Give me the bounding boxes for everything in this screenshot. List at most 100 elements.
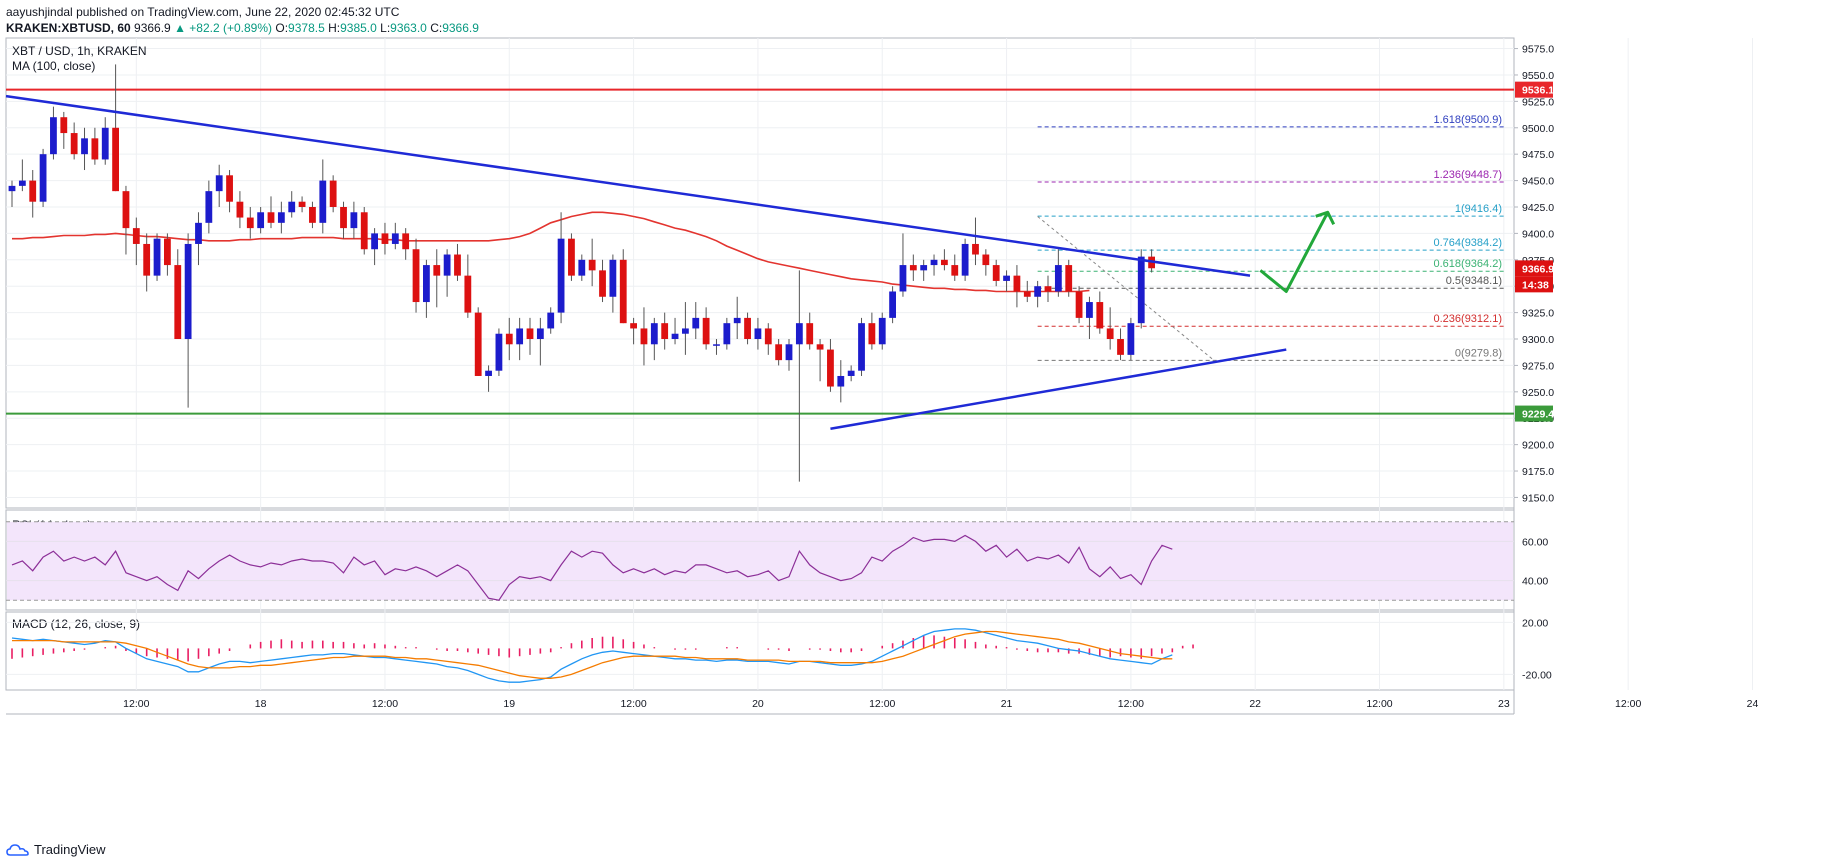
rsi-tick-label: 40.00 xyxy=(1522,576,1548,588)
candle-up xyxy=(889,291,896,318)
high-value: 9385.0 xyxy=(340,21,377,35)
candle-up xyxy=(319,180,327,223)
candle-down xyxy=(764,328,772,345)
candle-up xyxy=(423,265,430,303)
candle-up xyxy=(391,233,399,244)
price-tick-label: 9425.0 xyxy=(1522,202,1554,214)
support-badge-label: 9229.4 xyxy=(1522,409,1554,421)
candle-up xyxy=(609,259,617,297)
candle-down xyxy=(143,243,151,276)
ma-indicator-label: MA (100, close) xyxy=(12,59,95,73)
price-tick-label: 9500.0 xyxy=(1522,123,1554,135)
price-tick-label: 9475.0 xyxy=(1522,149,1554,161)
candle-up xyxy=(39,154,47,202)
resistance-badge-label: 9536.1 xyxy=(1522,85,1554,97)
candle-down xyxy=(226,175,233,202)
candle-down xyxy=(941,259,948,266)
candle-down xyxy=(246,217,254,229)
price-tick-label: 9200.0 xyxy=(1522,440,1554,452)
candle-down xyxy=(1106,328,1114,340)
candle-down xyxy=(454,254,461,276)
time-tick-label: 12:00 xyxy=(123,698,149,710)
price-tick-label: 9275.0 xyxy=(1522,360,1554,372)
candle-up xyxy=(650,323,658,345)
candle-down xyxy=(972,243,979,255)
candle-up xyxy=(184,243,192,340)
publish-info: aayushjindal published on TradingView.co… xyxy=(6,5,399,19)
candle-up xyxy=(1127,323,1135,355)
chart-title: XBT / USD, 1h, KRAKEN xyxy=(12,44,147,58)
candle-down xyxy=(1096,302,1104,329)
candle-up xyxy=(795,323,803,345)
candle-down xyxy=(1075,291,1083,318)
time-tick-label: 12:00 xyxy=(869,698,895,710)
candle-down xyxy=(982,254,990,266)
candle-down xyxy=(505,333,513,345)
candle-up xyxy=(50,117,57,155)
candle-down xyxy=(775,344,783,361)
candle-up xyxy=(536,328,544,340)
fib-diagonal-line xyxy=(1037,216,1215,361)
candle-up xyxy=(288,201,296,213)
publisher-name[interactable]: aayushjindal xyxy=(6,5,73,19)
fib-level-label: 0.764(9384.2) xyxy=(1434,237,1503,249)
price-tick-label: 9300.0 xyxy=(1522,334,1554,346)
candle-down xyxy=(816,344,824,350)
candle-down xyxy=(381,233,389,244)
symbol-quote: KRAKEN:XBTUSD, 60 9366.9 ▲ +82.2 (+0.89%… xyxy=(6,21,479,35)
candle-up xyxy=(153,238,161,276)
candle-down xyxy=(806,323,814,345)
price-tick-label: 9525.0 xyxy=(1522,96,1554,108)
candle-up xyxy=(713,344,720,346)
candle-down xyxy=(91,138,99,160)
forecast-arrow-head xyxy=(1315,210,1336,225)
macd-tick-label: -20.00 xyxy=(1522,669,1552,681)
candle-down xyxy=(174,265,182,340)
macd-pane-frame xyxy=(5,611,1515,691)
time-tick-label: 12:00 xyxy=(1118,698,1144,710)
price-tick-label: 9400.0 xyxy=(1522,228,1554,240)
open-value: 9378.5 xyxy=(288,21,325,35)
low-label: L: xyxy=(380,21,391,35)
candle-down xyxy=(267,212,275,223)
candle-down xyxy=(661,323,669,340)
ma-100-line xyxy=(12,211,1090,293)
candle-up xyxy=(557,238,565,313)
low-value: 9363.0 xyxy=(390,21,427,35)
time-tick-label: 23 xyxy=(1498,698,1510,710)
candle-up xyxy=(215,175,223,192)
candle-down xyxy=(868,323,876,345)
candle-down xyxy=(29,180,37,202)
candle-up xyxy=(682,328,689,334)
candle-down xyxy=(1117,339,1124,355)
candle-up xyxy=(837,375,845,387)
last-price-badge-box xyxy=(1515,260,1553,277)
candle-down xyxy=(744,317,751,340)
candle-up xyxy=(8,185,16,192)
candle-down xyxy=(827,349,834,387)
candle-up xyxy=(930,259,938,266)
candle-up xyxy=(371,233,378,250)
candle-down xyxy=(360,212,368,250)
open-label: O: xyxy=(275,21,289,35)
ascending-trendline xyxy=(830,348,1287,431)
candle-up xyxy=(723,323,731,345)
countdown-badge-label: 14:38 xyxy=(1522,279,1549,291)
candle-up xyxy=(847,370,855,376)
rsi-band xyxy=(7,521,1513,601)
fib-level-label: 0.236(9312.1) xyxy=(1434,313,1503,325)
price-pane-frame xyxy=(5,37,1515,509)
high-label: H: xyxy=(328,21,341,35)
time-tick-label: 18 xyxy=(255,698,267,710)
candle-down xyxy=(340,206,347,229)
candle-down xyxy=(630,323,637,329)
candle-up xyxy=(350,212,358,229)
candle-down xyxy=(640,328,648,345)
support-badge-box xyxy=(1515,405,1553,422)
candle-down xyxy=(329,180,337,207)
candle-down xyxy=(164,238,171,266)
tradingview-footer[interactable]: TradingView xyxy=(6,842,106,857)
candle-up xyxy=(671,333,679,340)
macd-line xyxy=(11,628,1173,683)
